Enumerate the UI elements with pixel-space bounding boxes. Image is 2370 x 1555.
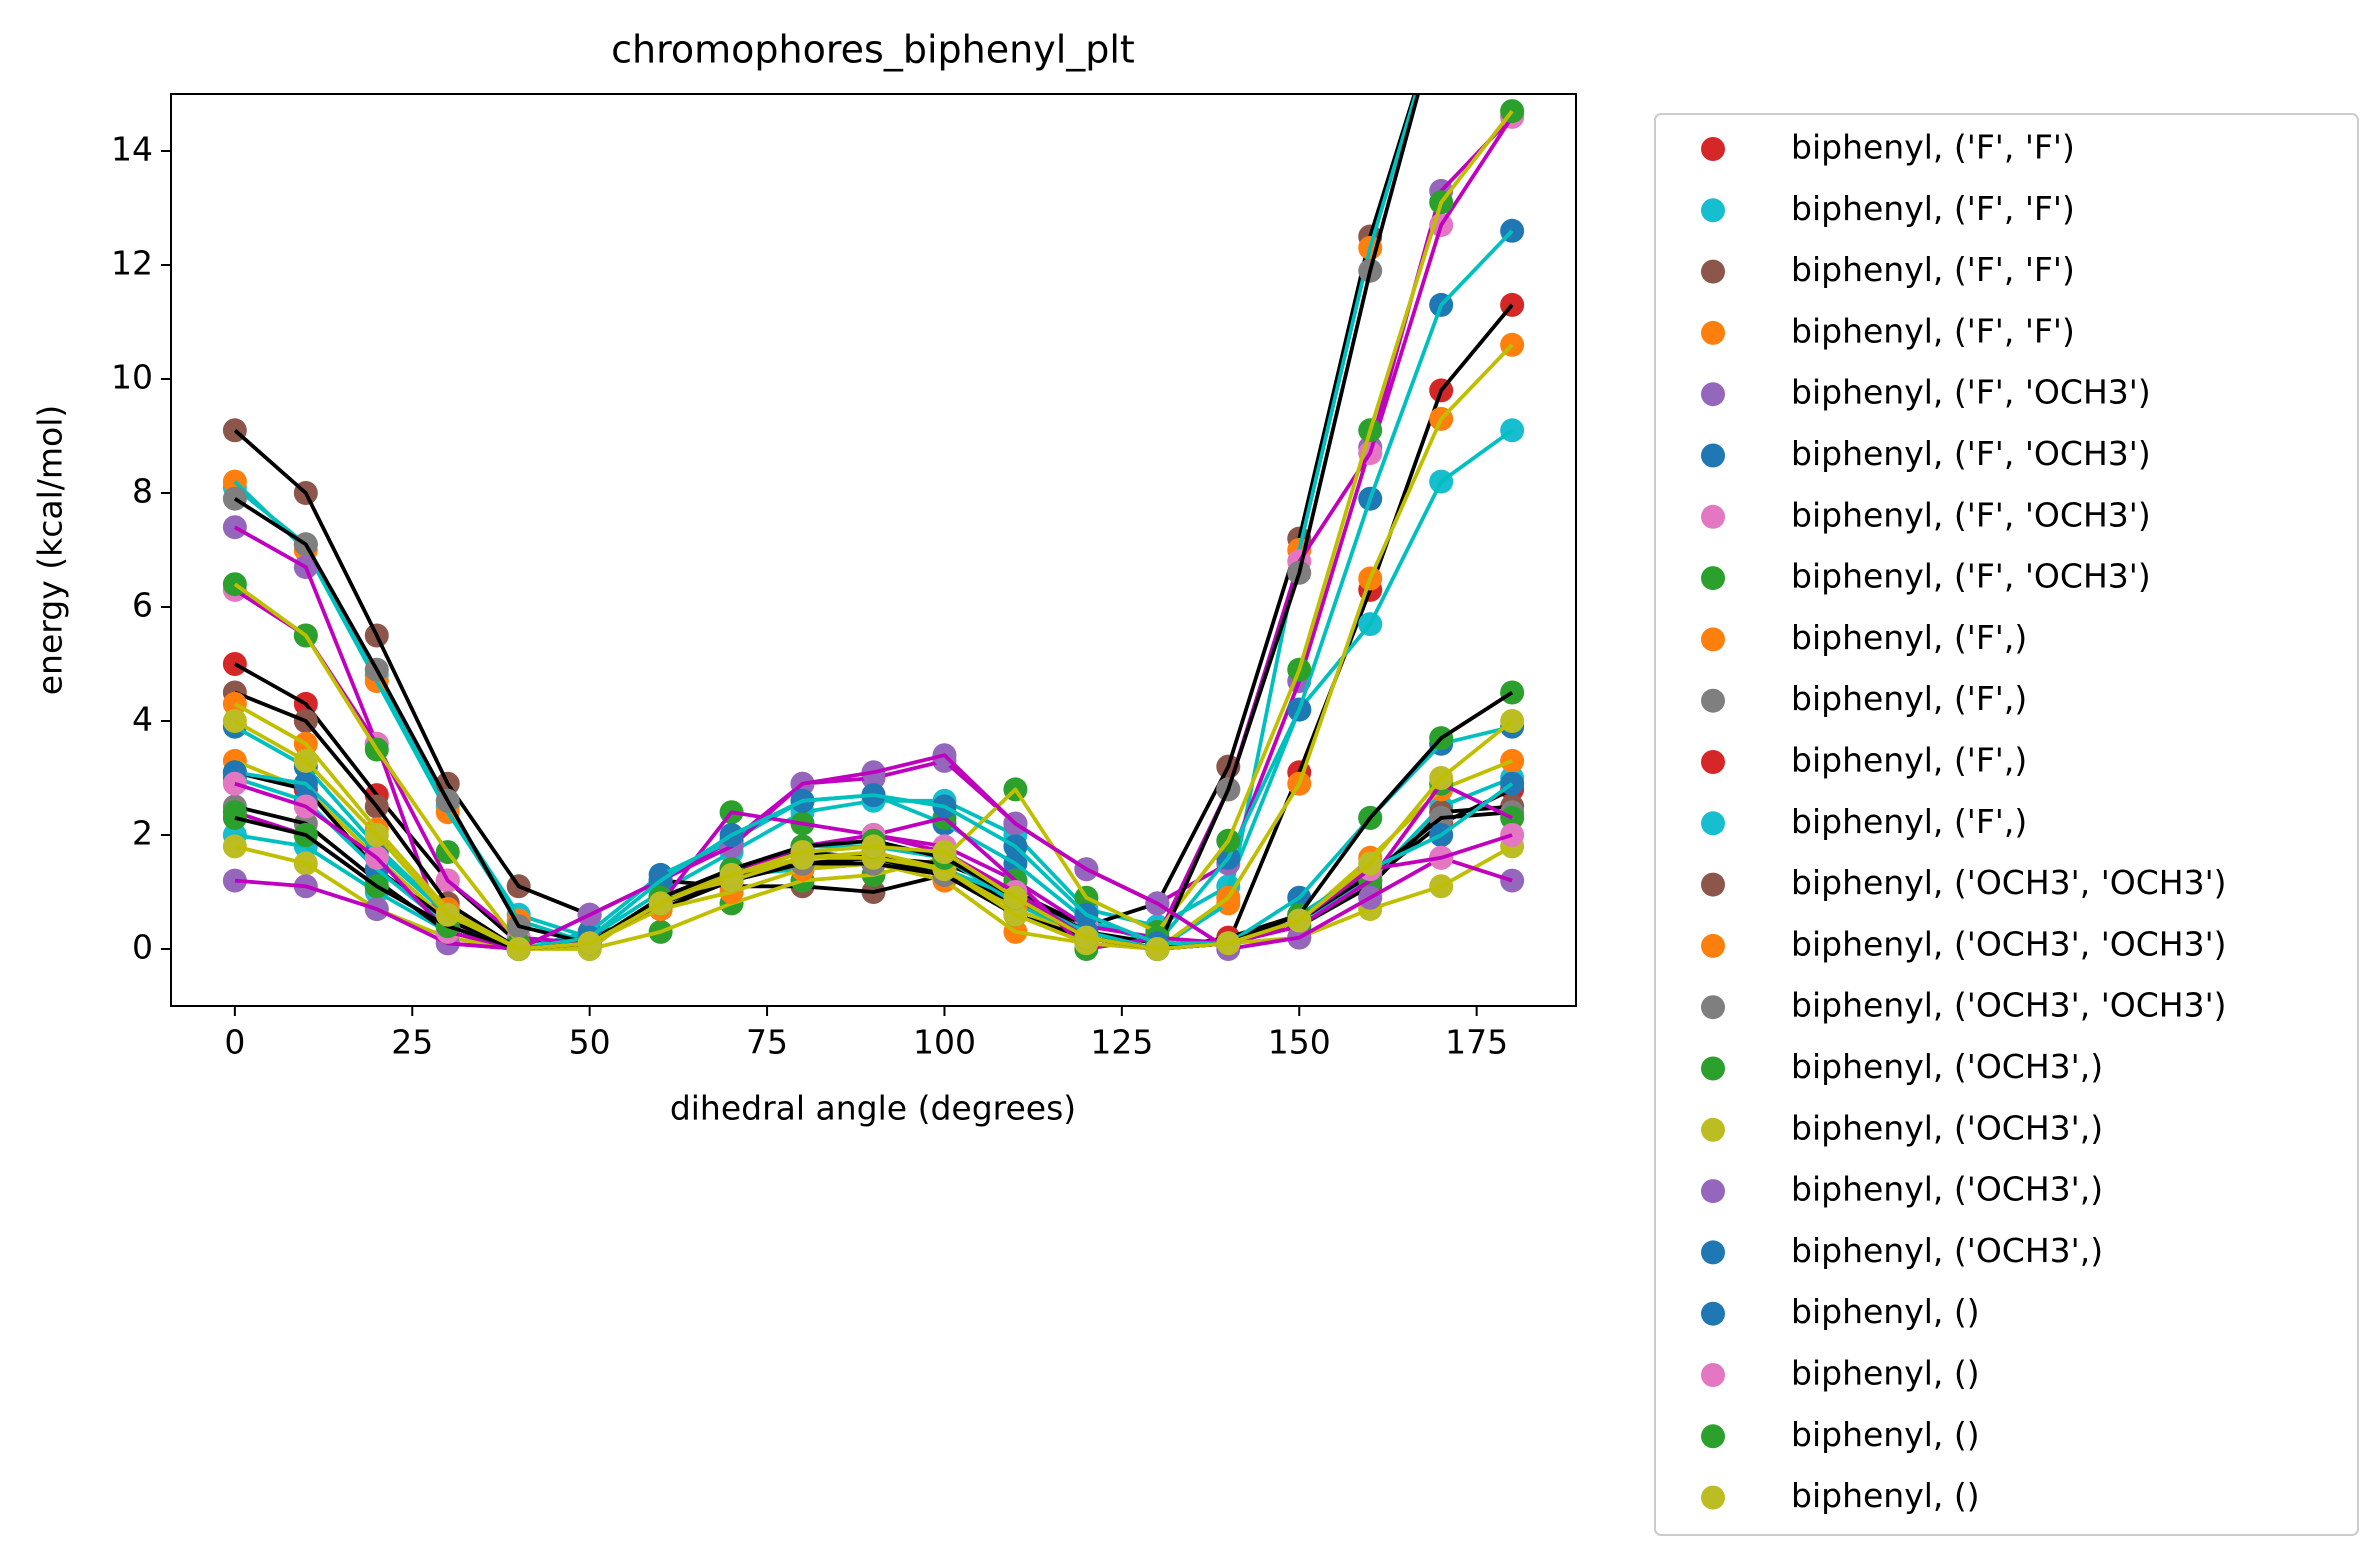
legend-marker <box>1701 566 1725 591</box>
x-tick-label: 75 <box>746 1023 788 1062</box>
legend-marker <box>1701 1301 1725 1326</box>
legend-label: biphenyl, ('F',) <box>1791 741 2027 780</box>
point <box>1500 805 1525 830</box>
legend-label: biphenyl, ('OCH3', 'OCH3') <box>1791 863 2227 902</box>
chart-title: chromophores_biphenyl_plt <box>611 28 1135 72</box>
x-tick-label: 25 <box>391 1023 433 1062</box>
legend-label: biphenyl, ('OCH3',) <box>1791 1047 2103 1086</box>
legend-label: biphenyl, ('F', 'OCH3') <box>1791 434 2151 473</box>
point <box>1500 748 1525 773</box>
point <box>222 515 247 540</box>
legend-marker <box>1701 1485 1725 1510</box>
legend-marker <box>1701 627 1725 652</box>
point <box>1500 771 1525 796</box>
legend-label: biphenyl, ('OCH3', 'OCH3') <box>1791 986 2227 1025</box>
legend-label: biphenyl, ('F',) <box>1791 802 2027 841</box>
legend-marker <box>1701 1240 1725 1265</box>
legend-label: biphenyl, ('F', 'F') <box>1791 189 2075 228</box>
legend-marker <box>1701 443 1725 468</box>
x-tick-label: 125 <box>1090 1023 1153 1062</box>
legend-label: biphenyl, ('F', 'OCH3') <box>1791 495 2151 534</box>
point <box>1500 680 1525 705</box>
x-axis-label: dihedral angle (degrees) <box>670 1089 1076 1128</box>
y-tick-label: 12 <box>111 244 153 283</box>
legend-marker <box>1701 1424 1725 1449</box>
legend-label: biphenyl, ('F', 'OCH3') <box>1791 373 2151 412</box>
y-axis-label: energy (kcal/mol) <box>31 405 70 696</box>
point <box>222 834 247 859</box>
y-tick-label: 6 <box>132 586 153 625</box>
legend-label: biphenyl, () <box>1791 1292 1980 1331</box>
point <box>222 691 247 716</box>
legend-marker <box>1701 382 1725 407</box>
point <box>1429 0 1453 21</box>
point <box>1429 0 1453 21</box>
legend-marker <box>1701 811 1725 836</box>
legend-label: biphenyl, () <box>1791 1476 1980 1515</box>
legend-label: biphenyl, ('F', 'F') <box>1791 250 2075 289</box>
legend-marker <box>1701 750 1725 774</box>
plot-frame <box>170 93 1577 1007</box>
point <box>222 486 247 511</box>
point <box>1500 868 1525 893</box>
y-tick-label: 14 <box>111 130 153 169</box>
legend-marker <box>1701 259 1725 284</box>
x-tick-label: 150 <box>1268 1023 1331 1062</box>
legend-label: biphenyl, () <box>1791 1354 1980 1393</box>
legend-label: biphenyl, ('F', 'F') <box>1791 311 2075 350</box>
point <box>1429 0 1453 21</box>
x-tick-label: 100 <box>913 1023 976 1062</box>
y-tick-label: 4 <box>132 700 153 739</box>
legend-label: biphenyl, ('F', 'OCH3') <box>1791 557 2151 596</box>
legend-label: biphenyl, ('OCH3',) <box>1791 1108 2103 1147</box>
point <box>222 652 247 676</box>
legend <box>1654 113 2359 1536</box>
legend-marker <box>1701 1117 1725 1142</box>
point <box>1500 418 1525 443</box>
legend-marker <box>1701 995 1725 1020</box>
y-tick-label: 2 <box>132 814 153 853</box>
legend-marker <box>1701 198 1725 223</box>
legend-marker <box>1701 504 1725 529</box>
point <box>222 709 247 733</box>
legend-marker <box>1701 1363 1725 1387</box>
legend-label: biphenyl, ('F',) <box>1791 618 2027 657</box>
y-tick-label: 0 <box>132 928 153 967</box>
legend-marker <box>1701 933 1725 958</box>
legend-marker <box>1701 872 1725 897</box>
point <box>222 868 247 893</box>
point <box>222 572 247 597</box>
x-tick-label: 0 <box>224 1023 245 1062</box>
x-tick-label: 50 <box>569 1023 611 1062</box>
legend-label: biphenyl, () <box>1791 1415 1980 1454</box>
point <box>1500 823 1525 847</box>
legend-label: biphenyl, ('OCH3',) <box>1791 1231 2103 1270</box>
legend-marker <box>1701 1056 1725 1081</box>
series-line <box>233 719 1514 951</box>
legend-label: biphenyl, ('OCH3',) <box>1791 1170 2103 1209</box>
y-tick-label: 8 <box>132 472 153 511</box>
legend-marker <box>1701 688 1725 713</box>
plot-area <box>222 0 1525 961</box>
x-tick-label: 175 <box>1445 1023 1508 1062</box>
point <box>222 805 247 830</box>
legend-marker <box>1701 320 1725 345</box>
legend-label: biphenyl, ('F', 'F') <box>1791 128 2075 167</box>
legend-marker <box>1701 137 1725 161</box>
legend-marker <box>1701 1179 1725 1204</box>
legend-label: biphenyl, ('F',) <box>1791 679 2027 718</box>
legend-label: biphenyl, ('OCH3', 'OCH3') <box>1791 924 2227 963</box>
point <box>222 771 247 796</box>
y-tick-label: 10 <box>111 358 153 397</box>
